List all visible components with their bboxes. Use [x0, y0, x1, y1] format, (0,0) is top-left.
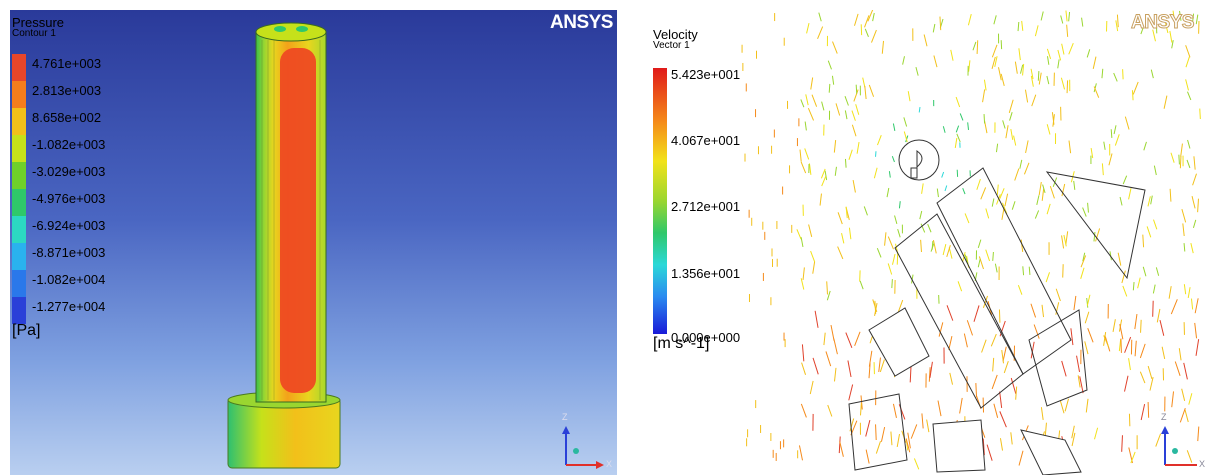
pressure-color-band	[12, 243, 26, 270]
pressure-color-band	[12, 189, 26, 216]
pressure-legend: Pressure Contour 1	[12, 16, 64, 39]
pressure-color-band	[12, 108, 26, 135]
pressure-color-band	[12, 81, 26, 108]
pressure-tick-label: -1.082e+003	[32, 137, 105, 152]
obstacle-box-4	[1021, 430, 1081, 475]
velocity-vector-viewport: Velocity Vector 1 5.423e+001 4.067e+001 2.…	[651, 10, 1205, 475]
legend-subtitle: Contour 1	[12, 29, 64, 39]
pressure-tick-label: -8.871e+003	[32, 245, 105, 260]
velocity-tick-label: 1.356e+001	[671, 266, 740, 281]
velocity-tick-label: 4.067e+001	[671, 133, 740, 148]
velocity-tick-label: 2.712e+001	[671, 199, 740, 214]
obstacle-slab-2	[895, 214, 1023, 408]
obstacle-slab-1	[937, 168, 1071, 374]
ansys-logo-right: ANSYS	[1131, 12, 1194, 34]
pressure-color-band	[12, 216, 26, 243]
high-pressure-region	[280, 48, 316, 393]
obstacle-box-2	[849, 394, 907, 470]
obstacle-triangle	[1047, 172, 1145, 278]
cylinder-obstacle	[899, 140, 939, 180]
pressure-color-band	[12, 162, 26, 189]
velocity-legend: Velocity Vector 1	[653, 28, 698, 51]
pressure-color-bar	[12, 54, 26, 324]
pressure-color-band	[12, 135, 26, 162]
obstacle-box-1	[869, 308, 929, 376]
cylinder-render	[10, 10, 617, 475]
obstacle-box-3	[933, 420, 985, 472]
axis-z-label: Z	[562, 412, 568, 422]
pressure-tick-label: -1.082e+004	[32, 272, 105, 287]
velocity-tick-label: 5.423e+001	[671, 67, 740, 82]
cylinder-top-cap	[256, 23, 326, 41]
velocity-color-bar	[653, 68, 667, 334]
legend-unit: [Pa]	[12, 322, 40, 340]
pressure-tick-label: 8.658e+002	[32, 110, 101, 125]
pressure-tick-label: 4.761e+003	[32, 56, 101, 71]
pressure-color-band	[12, 54, 26, 81]
ansys-logo: ANSYS	[550, 12, 613, 34]
axis-x-label: X	[606, 459, 612, 469]
pressure-tick-label: -1.277e+004	[32, 299, 105, 314]
pressure-tick-label: -4.976e+003	[32, 191, 105, 206]
pressure-color-band	[12, 270, 26, 297]
pressure-tick-label: 2.813e+003	[32, 83, 101, 98]
pressure-contour-viewport: Pressure Contour 1 4.761e+003 2.813e+003 8…	[10, 10, 617, 475]
axis-x-label-right: X	[1199, 459, 1205, 469]
axis-z-label-right: Z	[1161, 412, 1167, 422]
pressure-tick-label: -3.029e+003	[32, 164, 105, 179]
velocity-legend-subtitle: Vector 1	[653, 41, 698, 51]
pressure-tick-label: -6.924e+003	[32, 218, 105, 233]
pressure-color-band	[12, 297, 26, 324]
obstacle-plate	[1029, 310, 1087, 406]
velocity-legend-unit: [m s^-1]	[653, 335, 709, 353]
